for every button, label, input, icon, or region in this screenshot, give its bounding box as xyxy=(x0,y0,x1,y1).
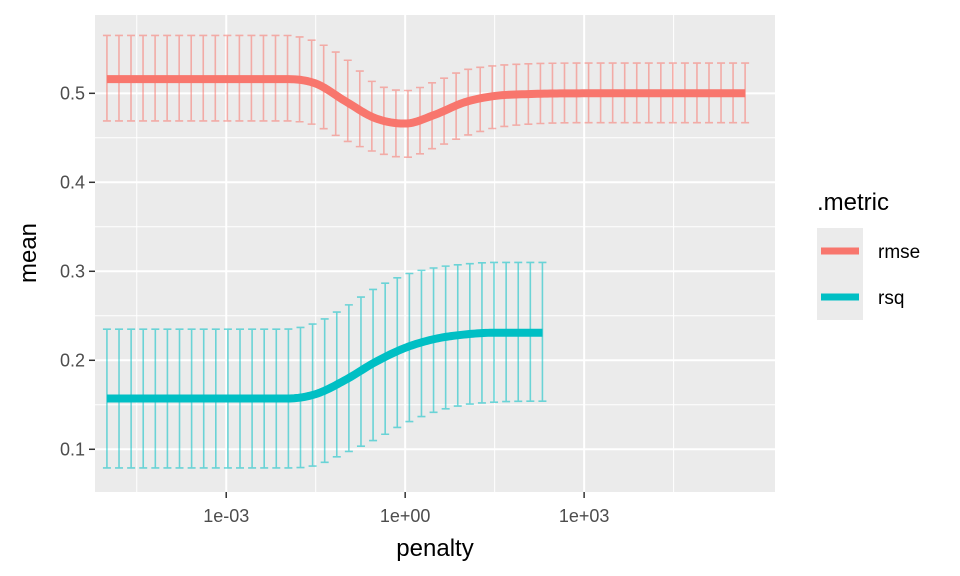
error-bar-rmse xyxy=(741,62,750,124)
y-tick-label: 0.2 xyxy=(60,350,85,370)
y-tick-label: 0.3 xyxy=(60,261,85,281)
series-line-rsq xyxy=(105,328,545,403)
y-axis-title: mean xyxy=(15,223,42,283)
series-lines xyxy=(105,75,746,403)
legend-label-rsq: rsq xyxy=(878,288,904,309)
y-tick-label: 0.5 xyxy=(60,83,85,103)
series-line-rmse xyxy=(106,75,746,128)
x-tick-label: 1e+00 xyxy=(380,506,431,526)
legend-label-rmse: rmse xyxy=(878,242,920,263)
x-axis-title: penalty xyxy=(396,535,473,562)
x-tick-label: 1e+03 xyxy=(559,506,610,526)
y-tick-label: 0.4 xyxy=(60,172,85,192)
legend: .metric rmse rsq xyxy=(817,189,920,320)
y-axis: 0.1 0.2 0.3 0.4 0.5 xyxy=(60,83,95,459)
y-tick-label: 0.1 xyxy=(60,439,85,459)
x-axis: 1e-03 1e+00 1e+03 xyxy=(203,492,609,526)
legend-title: .metric xyxy=(817,189,889,216)
x-tick-label: 1e-03 xyxy=(203,506,249,526)
